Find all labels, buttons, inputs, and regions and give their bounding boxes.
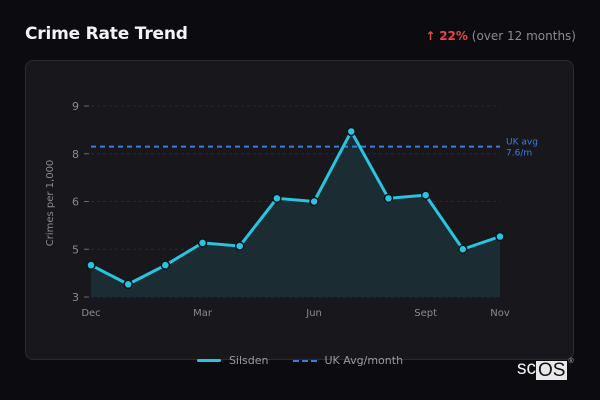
data-point-marker bbox=[458, 244, 468, 254]
data-point-marker bbox=[123, 279, 133, 290]
data-point-marker bbox=[272, 193, 282, 204]
data-point-marker bbox=[197, 238, 208, 248]
series-area bbox=[91, 131, 500, 297]
chart-title: Crime Rate Trend bbox=[25, 24, 188, 44]
x-tick-label: Nov bbox=[490, 308, 510, 319]
series-line bbox=[90, 129, 501, 286]
legend-label: UK Avg/month bbox=[324, 354, 404, 367]
x-tick-label: Sept bbox=[414, 308, 437, 319]
dashed-line-swatch-icon bbox=[292, 359, 317, 362]
data-point-marker bbox=[86, 260, 96, 270]
legend-label: Silsden bbox=[228, 354, 269, 367]
reference-value: 7.6/m bbox=[506, 149, 532, 159]
y-tick-label: 6 bbox=[72, 196, 79, 209]
data-point-marker bbox=[234, 241, 245, 251]
data-point-marker bbox=[160, 260, 171, 270]
trend-up-icon: ↑ bbox=[425, 29, 436, 43]
data-point-marker bbox=[495, 231, 505, 242]
y-axis-label: Crimes per 1,000 bbox=[45, 160, 56, 247]
x-tick-label: Jun bbox=[305, 308, 322, 319]
solid-line-swatch-icon bbox=[196, 359, 221, 362]
x-tick-label: Mar bbox=[193, 308, 213, 319]
change-value: 22% bbox=[439, 29, 468, 43]
y-tick-label: 3 bbox=[72, 291, 79, 304]
reference-label: UK avg bbox=[506, 138, 538, 148]
chart-legend: Silsden UK Avg/month bbox=[0, 354, 600, 367]
y-tick-label: 9 bbox=[72, 100, 79, 113]
x-tick-label: Dec bbox=[81, 308, 100, 319]
y-tick-label: 8 bbox=[72, 148, 79, 161]
y-tick-label: 5 bbox=[72, 243, 79, 256]
data-point-marker bbox=[420, 190, 431, 200]
legend-item-uk-avg[interactable]: UK Avg/month bbox=[292, 354, 404, 367]
change-indicator: ↑ 22% (over 12 months) bbox=[425, 29, 576, 43]
change-period: (over 12 months) bbox=[471, 29, 576, 43]
data-point-marker bbox=[346, 126, 357, 137]
legend-item-silsden[interactable]: Silsden bbox=[196, 354, 269, 367]
data-point-marker bbox=[383, 193, 394, 204]
brand-logo: sc OS ® bbox=[517, 358, 574, 381]
data-point-marker bbox=[309, 196, 319, 207]
